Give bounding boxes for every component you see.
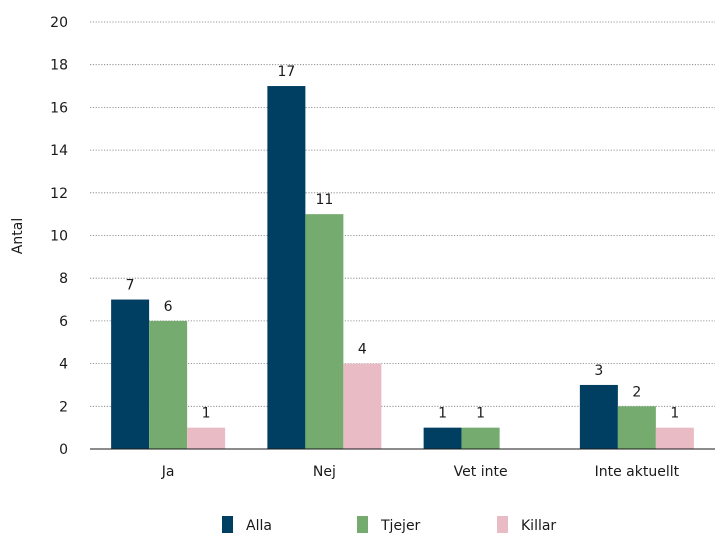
y-tick-label: 6 (59, 314, 68, 330)
data-label: 17 (277, 64, 295, 80)
data-label: 6 (164, 299, 173, 315)
grid (90, 21, 715, 407)
data-label: 11 (315, 192, 333, 208)
data-label: 1 (202, 406, 211, 422)
data-label: 4 (358, 342, 367, 358)
bar-alla-nej (267, 86, 306, 450)
x-category-label: Nej (313, 464, 336, 480)
legend-label-alla: Alla (246, 518, 272, 534)
bar-tjejer-nej (305, 214, 344, 449)
data-label: 3 (594, 363, 603, 379)
y-tick-label: 10 (50, 229, 68, 245)
bar-killar-ja (187, 427, 226, 449)
y-tick-label: 8 (59, 271, 68, 287)
bar-tjejer-vet-inte (461, 427, 500, 449)
y-tick-label: 16 (50, 100, 68, 116)
y-tick-label: 2 (59, 399, 68, 415)
bar-alla-vet-inte (423, 427, 462, 449)
y-tick-label: 18 (50, 58, 68, 74)
legend-label-tjejer: Tjejer (380, 518, 421, 534)
legend-swatch-killar (497, 516, 508, 533)
bar-tjejer-inte-aktuellt (617, 406, 656, 449)
bar-killar-inte-aktuellt (655, 427, 694, 449)
legend-label-killar: Killar (521, 518, 556, 534)
bar-alla-ja (111, 299, 150, 449)
x-category-label: Inte aktuellt (595, 464, 680, 480)
data-label: 1 (476, 406, 485, 422)
legend: Alla Tjejer Killar (222, 516, 556, 534)
y-tick-label: 14 (50, 143, 68, 159)
data-label: 1 (670, 406, 679, 422)
x-category-label: Ja (161, 464, 175, 480)
data-label: 1 (438, 406, 447, 422)
data-label: 7 (126, 278, 135, 294)
y-tick-label: 20 (50, 15, 68, 31)
y-tick-label: 0 (59, 442, 68, 458)
x-category-label: Vet inte (454, 464, 508, 480)
bars (111, 86, 694, 450)
y-axis-title: Antal (10, 218, 26, 254)
y-tick-label: 4 (59, 357, 68, 373)
bar-tjejer-ja (149, 320, 188, 449)
data-label: 2 (632, 384, 641, 400)
y-tick-label: 12 (50, 186, 68, 202)
bar-killar-nej (343, 363, 382, 449)
bar-alla-inte-aktuellt (579, 384, 618, 449)
legend-swatch-tjejer (357, 516, 368, 533)
legend-swatch-alla (222, 516, 233, 533)
